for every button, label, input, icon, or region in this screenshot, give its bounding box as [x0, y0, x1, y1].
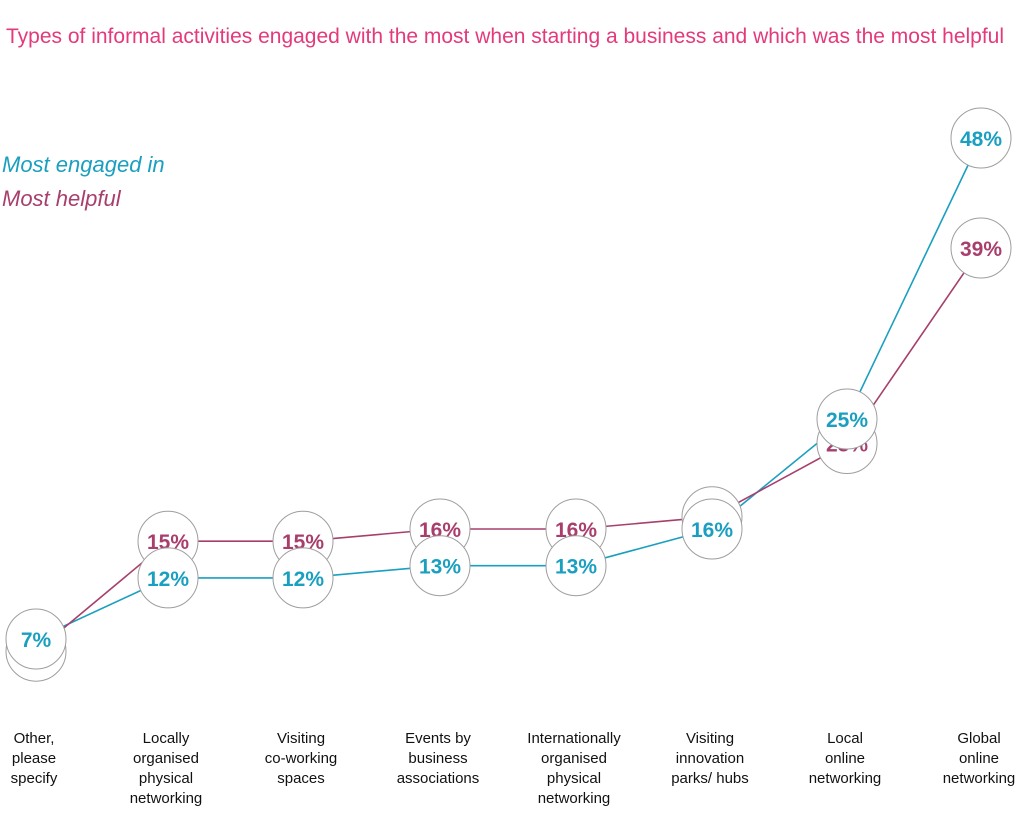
data-label: 13%	[419, 556, 461, 579]
data-point-marker	[5, 608, 67, 670]
category-label: Events by business associations	[397, 730, 480, 787]
x-axis-labels: Other, please specify Locally organised physi…	[11, 730, 1016, 807]
data-label: 16%	[419, 519, 461, 542]
data-point-marker	[545, 535, 607, 597]
data-point-marker	[816, 388, 878, 450]
data-point-marker	[137, 547, 199, 609]
legend-most-engaged: Most engaged in	[2, 152, 165, 177]
chart-title: Types of informal activities engaged wit…	[6, 25, 1005, 48]
category-label: Visiting co-working spaces	[265, 730, 338, 787]
data-label: 13%	[555, 556, 597, 579]
data-label: 39%	[960, 238, 1002, 261]
data-label: 48%	[960, 128, 1002, 151]
legend-most-helpful: Most helpful	[2, 186, 121, 211]
data-point-marker	[409, 535, 471, 597]
category-label: Local online networking	[809, 730, 882, 787]
data-label: 16%	[555, 519, 597, 542]
data-label: 16%	[691, 519, 733, 542]
data-markers: 6%15%15%16%16%17%23%39%7%12%12%13%13%16%…	[5, 107, 1012, 682]
data-point-marker	[681, 498, 743, 560]
data-label: 7%	[21, 629, 52, 652]
category-label: Other, please specify	[11, 730, 58, 787]
data-label: 15%	[282, 531, 324, 554]
data-point-marker	[272, 547, 334, 609]
category-label: Internationally organised physical networki…	[527, 730, 621, 807]
data-label: 15%	[147, 531, 189, 554]
category-label: Global online networking	[943, 730, 1016, 787]
data-point-marker	[950, 217, 1012, 279]
data-label: 12%	[282, 568, 324, 591]
data-label: 12%	[147, 568, 189, 591]
data-point-marker	[950, 107, 1012, 169]
category-label: Locally organised physical networking	[130, 730, 203, 807]
data-label: 25%	[826, 409, 868, 432]
category-label: Visiting innovation parks/ hubs	[671, 730, 749, 787]
